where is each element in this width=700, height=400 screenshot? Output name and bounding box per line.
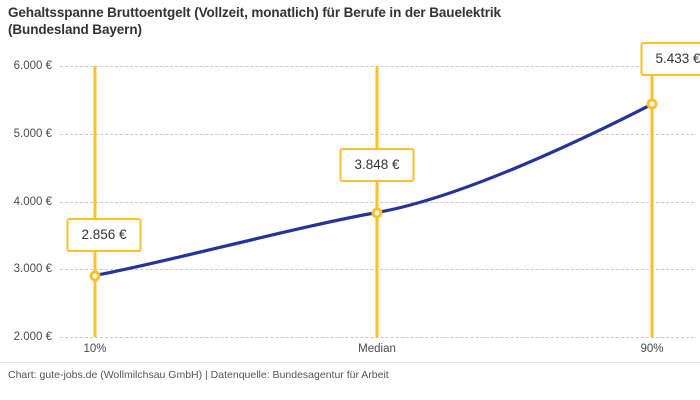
value-label-median: 3.848 € <box>339 148 415 182</box>
y-axis-tick-label: 4.000 € <box>13 195 52 208</box>
y-axis-tick-label: 5.000 € <box>13 127 52 140</box>
data-point-marker-median[interactable] <box>371 207 383 218</box>
stem-90-percent <box>650 66 654 337</box>
chart-title-line-2: (Bundesland Bayern) <box>8 22 142 37</box>
y-axis-tick-label: 3.000 € <box>13 263 52 276</box>
x-axis: 10% Median 90% <box>60 343 694 359</box>
x-axis-tick-label: 90% <box>640 343 664 355</box>
y-axis-tick-label: 2.000 € <box>13 331 52 343</box>
stem-10-percent <box>93 66 97 337</box>
salary-line <box>93 102 654 278</box>
data-point-marker-10-percent[interactable] <box>89 270 101 281</box>
plot-area: 2.856 € 3.848 € 5.433 € <box>60 42 700 338</box>
y-axis-tick-label: 6.000 € <box>13 60 52 72</box>
chart-title-line-1: Gehaltsspanne Bruttoentgelt (Vollzeit, m… <box>8 5 501 20</box>
footer-note: Chart: gute-jobs.de (Wollmilchsau GmbH) … <box>8 369 389 381</box>
gridline <box>60 337 694 338</box>
stem-median <box>375 66 379 337</box>
value-label-90-percent: 5.433 € <box>640 42 700 76</box>
x-axis-tick-label: Median <box>358 343 396 355</box>
data-point-marker-90-percent[interactable] <box>646 98 658 110</box>
value-label-10-percent: 2.856 € <box>66 218 142 252</box>
y-axis: 6.000 € 5.000 € 4.000 € 3.000 € 2.000 € <box>0 60 52 343</box>
footer-divider <box>0 362 700 363</box>
x-axis-tick-label: 10% <box>83 343 107 355</box>
chart-title: Gehaltsspanne Bruttoentgelt (Vollzeit, m… <box>8 4 668 38</box>
